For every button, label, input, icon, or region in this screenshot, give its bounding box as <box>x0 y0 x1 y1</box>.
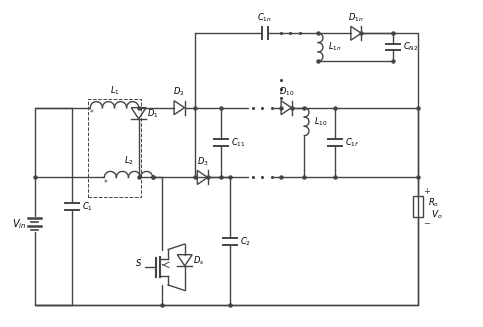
Bar <box>413 196 424 217</box>
Text: $R_o$: $R_o$ <box>428 197 440 209</box>
Text: *: * <box>90 109 94 118</box>
Text: $D_1$: $D_1$ <box>147 107 158 119</box>
Text: $C_{N2}$: $C_{N2}$ <box>403 41 418 53</box>
Text: $D_{10}$: $D_{10}$ <box>279 86 294 98</box>
Text: $D_2$: $D_2$ <box>173 86 185 98</box>
Text: $C_2$: $C_2$ <box>240 235 251 248</box>
Text: $V_{in}$: $V_{in}$ <box>13 217 27 231</box>
Text: $-$: $-$ <box>423 217 431 226</box>
Text: $C_1$: $C_1$ <box>82 200 93 213</box>
Text: +: + <box>423 187 430 196</box>
Text: $L_{10}$: $L_{10}$ <box>313 115 327 128</box>
Text: $S$: $S$ <box>135 257 142 268</box>
Text: $C_{11}$: $C_{11}$ <box>231 136 245 149</box>
Text: $V_o$: $V_o$ <box>431 209 443 221</box>
Text: $C_{1n}$: $C_{1n}$ <box>257 11 272 24</box>
Text: $C_{1f}$: $C_{1f}$ <box>345 136 359 149</box>
Text: $D_3$: $D_3$ <box>197 156 209 168</box>
Text: $D_{1n}$: $D_{1n}$ <box>348 11 364 24</box>
Bar <box>88 99 141 197</box>
Text: *: * <box>104 179 108 188</box>
Text: $L_1$: $L_1$ <box>110 85 119 97</box>
Text: $L_2$: $L_2$ <box>124 155 133 167</box>
Text: $D_s$: $D_s$ <box>193 254 204 267</box>
Text: $L_{1n}$: $L_{1n}$ <box>327 41 341 53</box>
